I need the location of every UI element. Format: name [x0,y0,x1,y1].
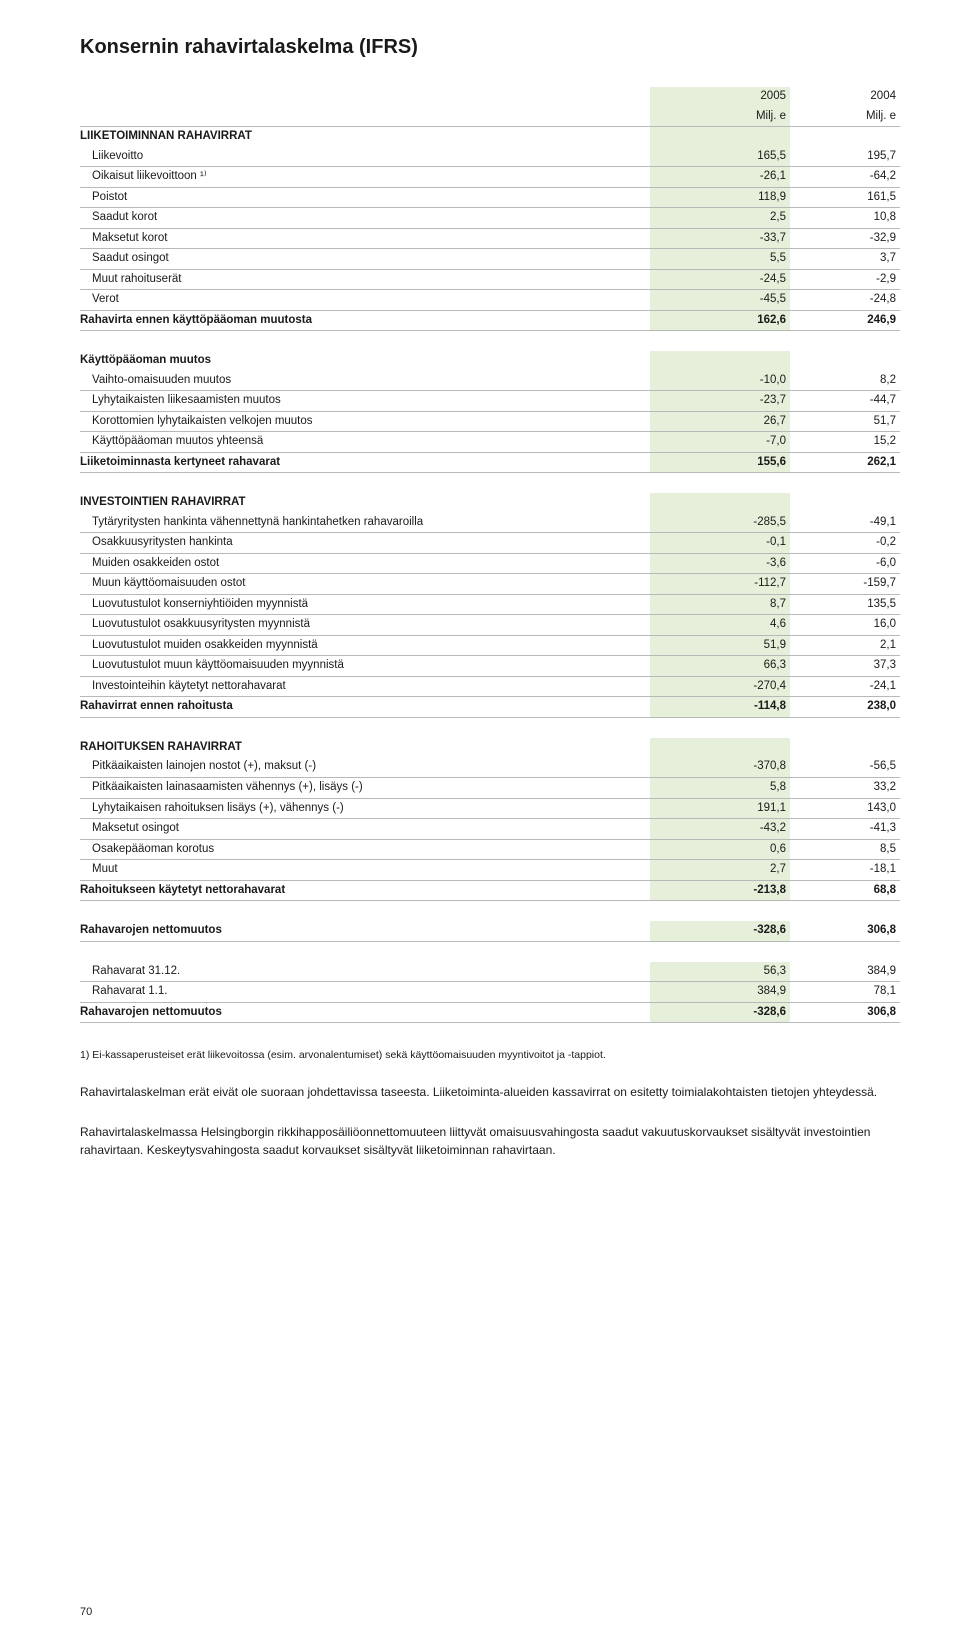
table-row: Poistot118,9161,5 [80,187,900,208]
table-spacer [80,473,900,494]
table-row-total: Rahavirrat ennen rahoitusta-114,8238,0 [80,697,900,718]
table-row: Investointeihin käytetyt nettorahavarat-… [80,676,900,697]
table-row: Verot-45,5-24,8 [80,290,900,311]
table-row: Saadut korot2,510,8 [80,208,900,229]
table-row: Lyhytaikaisten liikesaamisten muutos-23,… [80,391,900,412]
col-2005-year: 2005 [650,87,790,107]
table-row-total: Rahavarojen nettomuutos-328,6306,8 [80,1002,900,1023]
col-2004-year: 2004 [790,87,900,107]
table-row: Muiden osakkeiden ostot-3,6-6,0 [80,553,900,574]
table-row: Muut2,7-18,1 [80,860,900,881]
table-row: Käyttöpääoman muutos yhteensä-7,015,2 [80,432,900,453]
table-row-total: Rahoitukseen käytetyt nettorahavarat-213… [80,880,900,901]
table-row: Pitkäaikaisten lainojen nostot (+), maks… [80,757,900,777]
table-row: Tytäryritysten hankinta vähennettynä han… [80,513,900,533]
table-row: Luovutustulot osakkuusyritysten myynnist… [80,615,900,636]
page-number: 70 [80,1606,92,1618]
footnote: 1) Ei-kassaperusteiset erät liikevoitoss… [80,1049,900,1061]
section-working-capital: Käyttöpääoman muutos [80,351,900,371]
table-row: Pitkäaikaisten lainasaamisten vähennys (… [80,777,900,798]
table-row-total: Rahavirta ennen käyttöpääoman muutosta16… [80,310,900,331]
table-row: Oikaisut liikevoittoon ¹⁾-26,1-64,2 [80,167,900,188]
table-spacer [80,331,900,352]
table-header-year: 2005 2004 [80,87,900,107]
table-row: Luovutustulot muun käyttöomaisuuden myyn… [80,656,900,677]
table-spacer [80,901,900,922]
table-spacer [80,941,900,962]
page: Konsernin rahavirtalaskelma (IFRS) 2005 … [0,0,960,1644]
paragraph-1: Rahavirtalaskelman erät eivät ole suoraa… [80,1083,900,1101]
table-row-total: Liiketoiminnasta kertyneet rahavarat155,… [80,452,900,473]
table-row: Luovutustulot konserniyhtiöiden myynnist… [80,594,900,615]
table-row: Osakkuusyritysten hankinta-0,1-0,2 [80,533,900,554]
table-row: Lyhytaikaisen rahoituksen lisäys (+), vä… [80,798,900,819]
section-investing: INVESTOINTIEN RAHAVIRRAT [80,493,900,513]
section-financing: RAHOITUKSEN RAHAVIRRAT [80,738,900,758]
table-row: Vaihto-omaisuuden muutos-10,08,2 [80,371,900,391]
table-row: Muut rahoituserät-24,5-2,9 [80,269,900,290]
table-row: Luovutustulot muiden osakkeiden myynnist… [80,635,900,656]
table-row: Rahavarat 1.1.384,978,1 [80,982,900,1003]
table-row: Korottomien lyhytaikaisten velkojen muut… [80,411,900,432]
table-row: Saadut osingot5,53,7 [80,249,900,270]
table-row: Liikevoitto165,5195,7 [80,147,900,167]
section-operating: LIIKETOIMINNAN RAHAVIRRAT [80,127,900,147]
table-row-total: Rahavarojen nettomuutos-328,6306,8 [80,921,900,941]
table-row: Maksetut osingot-43,2-41,3 [80,819,900,840]
table-row: Rahavarat 31.12.56,3384,9 [80,962,900,982]
table-row: Maksetut korot-33,7-32,9 [80,228,900,249]
table-header-unit: Milj. e Milj. e [80,107,900,127]
table-row: Osakepääoman korotus0,68,5 [80,839,900,860]
page-title: Konsernin rahavirtalaskelma (IFRS) [80,36,900,59]
cashflow-table: 2005 2004 Milj. e Milj. e LIIKETOIMINNAN… [80,87,900,1023]
paragraph-2: Rahavirtalaskelmassa Helsingborgin rikki… [80,1123,900,1159]
col-2004-unit: Milj. e [790,107,900,127]
col-2005-unit: Milj. e [650,107,790,127]
table-spacer [80,717,900,738]
table-row: Muun käyttöomaisuuden ostot-112,7-159,7 [80,574,900,595]
